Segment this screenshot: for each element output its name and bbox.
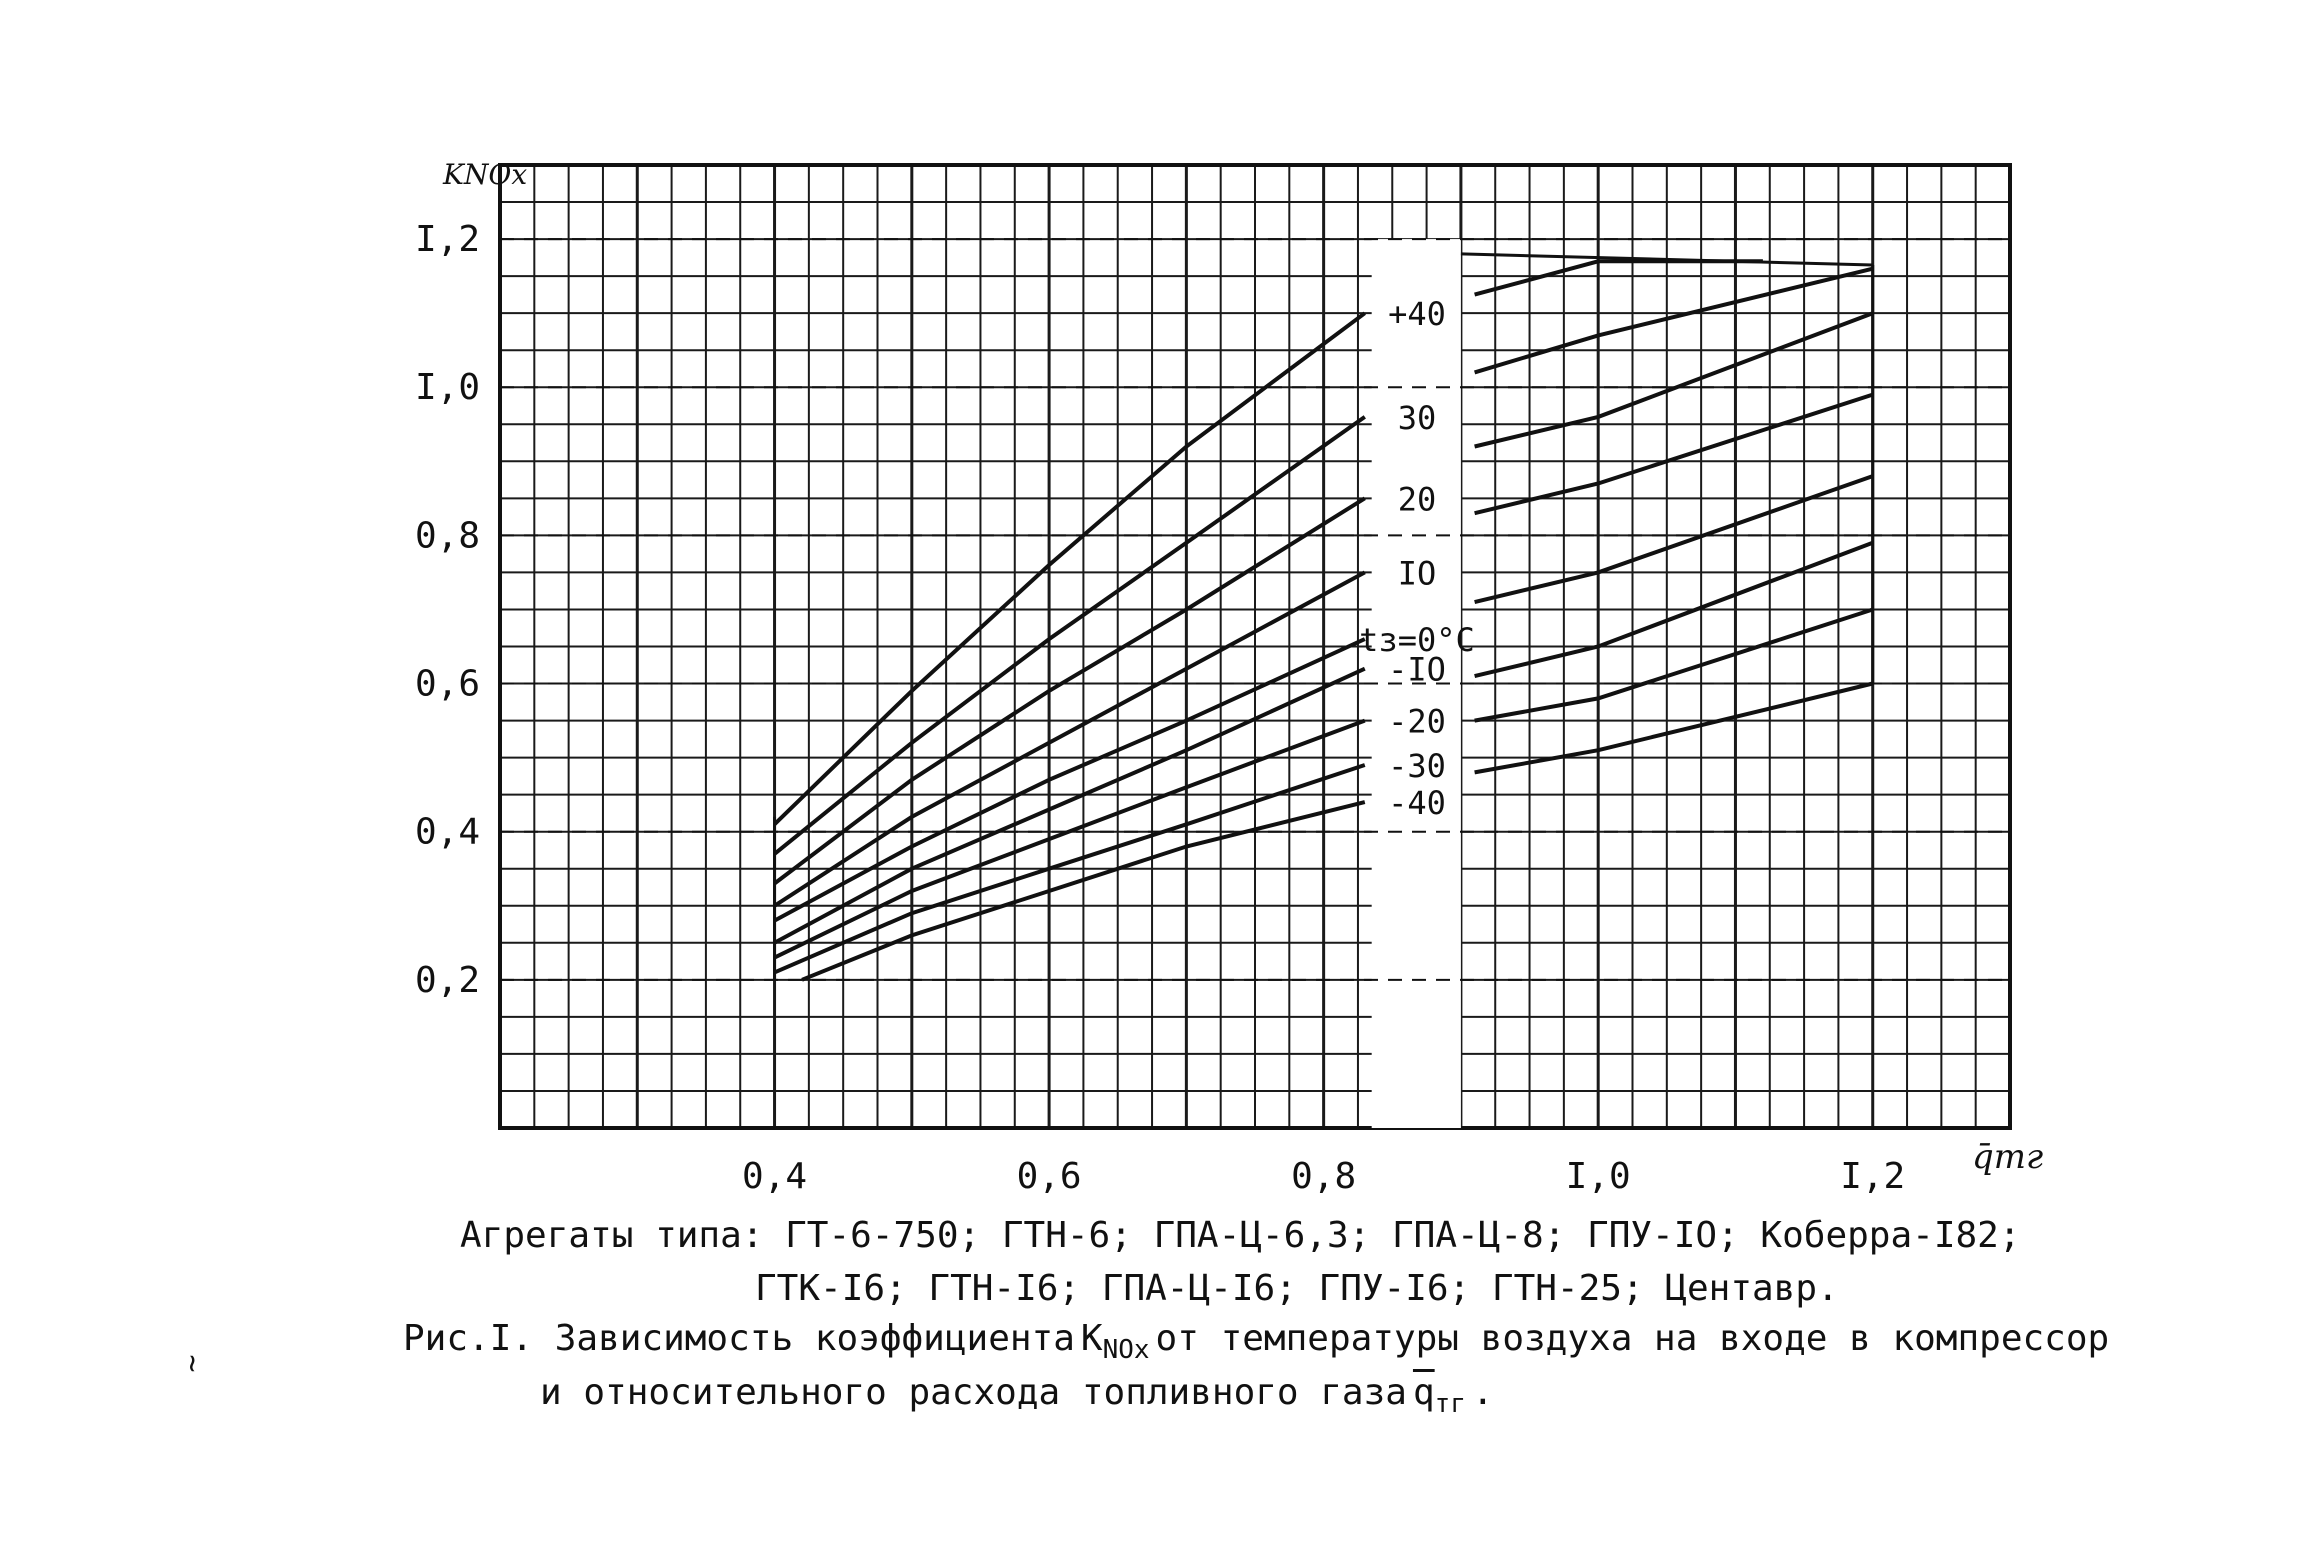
figure-caption-suffix: от температуры воздуха на входе в компре… bbox=[1155, 1318, 2110, 1359]
series-line-20-high-flow bbox=[1474, 311, 1874, 449]
y-tick-label: 0,4 bbox=[415, 812, 480, 853]
series-label-0: tз=0°C bbox=[1359, 621, 1475, 659]
series-line--20-high-flow bbox=[1474, 607, 1874, 723]
series-label-10: IO bbox=[1398, 554, 1437, 592]
coefficient-symbol: KNOx bbox=[1080, 1318, 1150, 1366]
series-line--10-high-flow bbox=[1474, 540, 1874, 679]
y-axis-label: KNOx bbox=[442, 158, 527, 191]
series-line--30-high-flow bbox=[1474, 681, 1874, 775]
y-tick-label: I,0 bbox=[415, 367, 480, 408]
x-tick-label: 0,6 bbox=[1017, 1156, 1082, 1197]
series-line-30-low-flow bbox=[773, 415, 1366, 856]
x-tick-label: I,0 bbox=[1566, 1156, 1631, 1197]
figure-caption-line-2: и относительного расхода топливного газа… bbox=[540, 1372, 1494, 1419]
series-line--20-low-flow bbox=[773, 718, 1366, 960]
y-tick-label: 0,6 bbox=[415, 664, 480, 705]
series-line-0-high-flow bbox=[1474, 474, 1874, 605]
x-tick-label: 0,4 bbox=[742, 1156, 807, 1197]
x-tick-label: 0,8 bbox=[1291, 1156, 1356, 1197]
x-axis-label: q̄тг bbox=[1972, 1137, 2043, 1177]
page-mark: ~ bbox=[174, 1354, 210, 1373]
y-tick-label: I,2 bbox=[415, 219, 480, 260]
series-line--40-low-flow bbox=[801, 800, 1366, 982]
figure-caption-prefix: Рис.I. Зависимость коэффициента bbox=[403, 1318, 1075, 1359]
dashed-reference-lines bbox=[500, 238, 2010, 981]
plot-frame bbox=[498, 163, 2012, 1130]
series-label--20: -20 bbox=[1388, 703, 1446, 741]
tick-labels: 0,4 0,6 0,8 I,0 I,2 0,2 0,4 0,6 0,8 I,0 I,2 bbox=[415, 219, 1905, 1197]
y-tick-label: 0,2 bbox=[415, 960, 480, 1001]
series-line-30-high-flow bbox=[1474, 266, 1874, 375]
series-line-0-low-flow bbox=[773, 637, 1366, 923]
series-label--10: -IO bbox=[1388, 651, 1446, 689]
series-line-10-high-flow bbox=[1474, 392, 1874, 516]
series-line--10-low-flow bbox=[773, 666, 1366, 945]
aggregates-line-2: ГТК-I6; ГТН-I6; ГПА-Ц-I6; ГПУ-I6; ГТН-25… bbox=[755, 1268, 1839, 1309]
series-label-20: 20 bbox=[1398, 480, 1437, 518]
grid bbox=[498, 163, 2012, 1130]
figure-caption-line-1: Рис.I. Зависимость коэффициента KNOx от те… bbox=[403, 1318, 2109, 1365]
figure-caption-line2-prefix: и относительного расхода топливного газа bbox=[540, 1372, 1407, 1413]
series-label-+40: +40 bbox=[1388, 295, 1446, 333]
series-line-20-low-flow bbox=[773, 496, 1366, 886]
aggregates-line-1: Агрегаты типа: ГТ-6-750; ГТН-6; ГПА-Ц-6,… bbox=[460, 1215, 2021, 1256]
figure-caption-line2-end: . bbox=[1471, 1372, 1494, 1413]
series-label-30: 30 bbox=[1398, 399, 1437, 437]
series-line-10-low-flow bbox=[773, 570, 1366, 908]
series-line-+40-low-flow bbox=[773, 311, 1366, 826]
series-labels: +40 30 20 IO tз=0°C-IO -20 -30-40 bbox=[1359, 295, 1475, 822]
flow-symbol: qтг bbox=[1412, 1372, 1466, 1420]
series-line--30-low-flow bbox=[773, 763, 1366, 975]
y-tick-label: 0,8 bbox=[415, 515, 480, 556]
series-label--40: -40 bbox=[1388, 784, 1446, 822]
series-label--30: -30 bbox=[1388, 747, 1446, 785]
series-line-+40-high-flow bbox=[1474, 259, 1763, 297]
series-lines bbox=[773, 259, 1874, 982]
x-tick-label: I,2 bbox=[1840, 1156, 1905, 1197]
